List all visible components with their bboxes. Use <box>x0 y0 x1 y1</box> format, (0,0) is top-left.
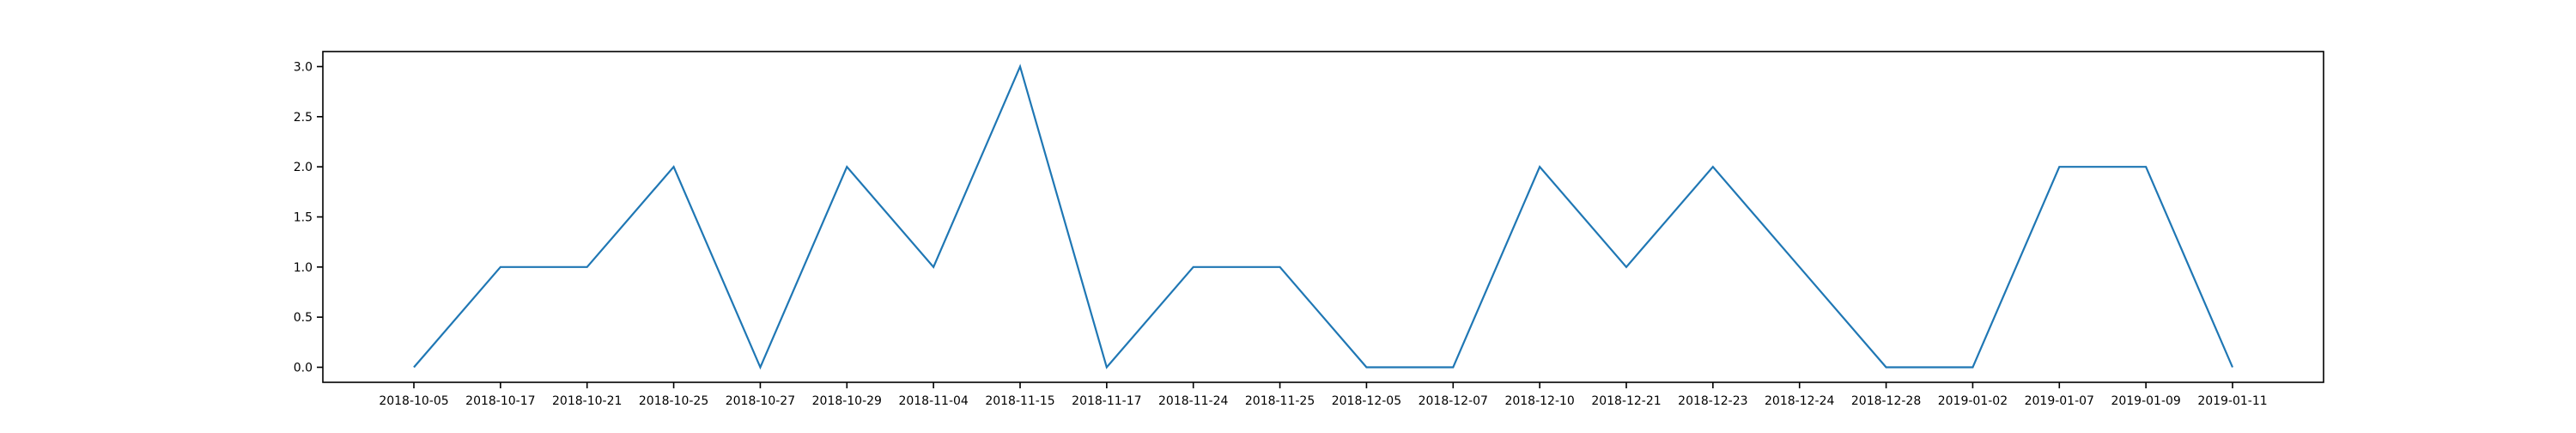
x-tick-label-5: 2018-10-29 <box>812 394 882 408</box>
x-tick-label-0: 2018-10-05 <box>379 394 448 408</box>
x-tick-label-14: 2018-12-21 <box>1591 394 1661 408</box>
x-tick-label-6: 2018-11-04 <box>898 394 968 408</box>
y-tick-label-3: 1.5 <box>294 211 313 225</box>
y-tick-label-1: 0.5 <box>294 311 313 325</box>
y-tick-label-6: 3.0 <box>294 61 313 75</box>
x-tick-label-1: 2018-10-17 <box>465 394 535 408</box>
plot-area: 0.0 0.5 1.0 1.5 2.0 2.5 3.0 2018-10-05 2018-10-1… <box>294 52 2324 408</box>
x-tick-label-8: 2018-11-17 <box>1072 394 1141 408</box>
x-tick-label-20: 2019-01-09 <box>2111 394 2180 408</box>
x-tick-label-3: 2018-10-25 <box>639 394 708 408</box>
y-tick-label-4: 2.0 <box>294 161 313 174</box>
x-tick-label-13: 2018-12-10 <box>1504 394 1574 408</box>
x-tick-label-16: 2018-12-24 <box>1765 394 1834 408</box>
y-tick-label-2: 1.0 <box>294 261 313 275</box>
x-tick-label-17: 2018-12-28 <box>1851 394 1921 408</box>
x-tick-label-2: 2018-10-21 <box>552 394 622 408</box>
y-tick-label-5: 2.5 <box>294 111 313 125</box>
x-tick-label-9: 2018-11-24 <box>1158 394 1228 408</box>
x-tick-label-15: 2018-12-23 <box>1678 394 1747 408</box>
x-tick-label-19: 2019-01-07 <box>2025 394 2094 408</box>
series-line-0 <box>414 67 2233 368</box>
x-tick-label-18: 2019-01-02 <box>1938 394 2008 408</box>
x-tick-label-10: 2018-11-25 <box>1245 394 1315 408</box>
x-tick-label-4: 2018-10-27 <box>726 394 795 408</box>
x-tick-label-11: 2018-12-05 <box>1332 394 1401 408</box>
x-tick-label-12: 2018-12-07 <box>1419 394 1488 408</box>
plot-frame <box>323 52 2324 382</box>
x-tick-label-7: 2018-11-15 <box>985 394 1054 408</box>
x-tick-label-21: 2019-01-11 <box>2197 394 2267 408</box>
y-tick-label-0: 0.0 <box>294 362 313 375</box>
